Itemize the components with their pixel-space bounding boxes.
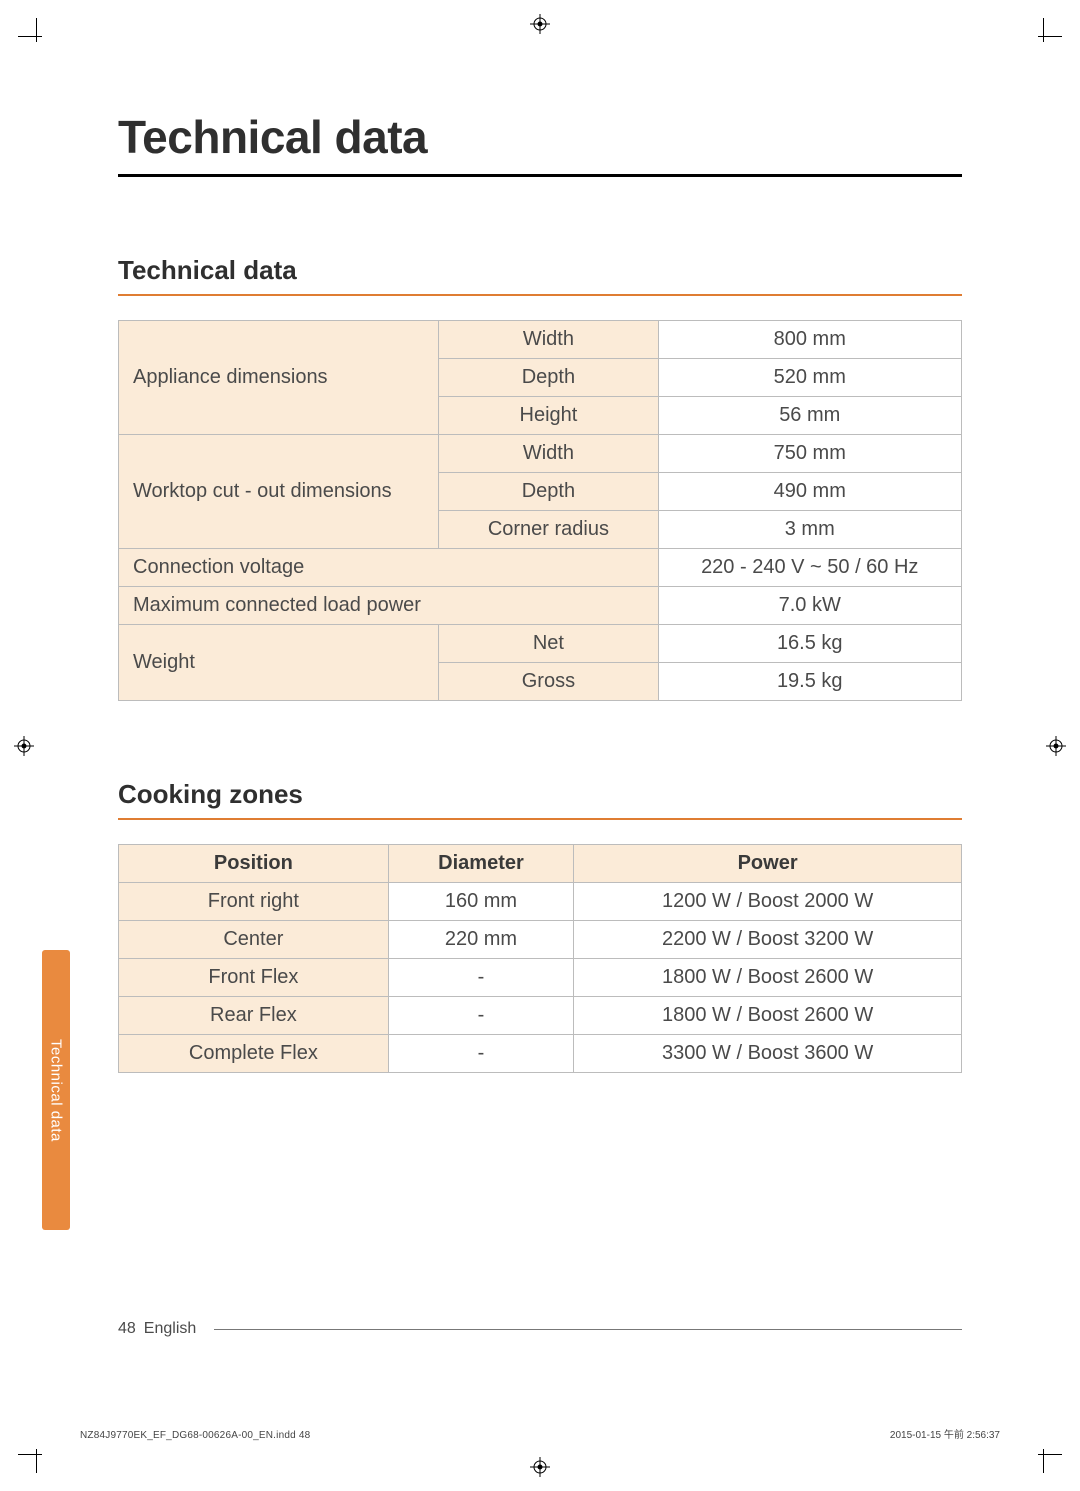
diameter-cell: - xyxy=(388,997,573,1035)
position-cell: Center xyxy=(119,921,389,959)
page-root: Technical data Technical data Technical … xyxy=(0,0,1080,1491)
diameter-cell: - xyxy=(388,1035,573,1073)
crop-mark xyxy=(36,18,37,42)
param-label: Net xyxy=(439,625,658,663)
param-label: Corner radius xyxy=(439,511,658,549)
table-row: Front right 160 mm 1200 W / Boost 2000 W xyxy=(119,883,962,921)
param-label: Gross xyxy=(439,663,658,701)
param-value: 16.5 kg xyxy=(658,625,962,663)
crop-mark xyxy=(18,1454,42,1455)
param-value: 3 mm xyxy=(658,511,962,549)
power-cell: 1800 W / Boost 2600 W xyxy=(574,997,962,1035)
group-label: Maximum connected load power xyxy=(119,587,659,625)
page-number: 48 xyxy=(118,1320,136,1338)
cooking-zones-table: Position Diameter Power Front right 160 … xyxy=(118,844,962,1073)
crop-mark xyxy=(1043,18,1044,42)
param-value: 800 mm xyxy=(658,321,962,359)
position-cell: Complete Flex xyxy=(119,1035,389,1073)
param-value: 520 mm xyxy=(658,359,962,397)
group-label: Worktop cut - out dimensions xyxy=(119,435,439,549)
language-label: English xyxy=(144,1320,196,1338)
power-cell: 2200 W / Boost 3200 W xyxy=(574,921,962,959)
table-row: Center 220 mm 2200 W / Boost 3200 W xyxy=(119,921,962,959)
registration-mark-top xyxy=(530,14,550,34)
registration-mark-right xyxy=(1046,736,1066,756)
param-value: 19.5 kg xyxy=(658,663,962,701)
crop-mark xyxy=(18,36,42,37)
table-row: Connection voltage 220 - 240 V ~ 50 / 60… xyxy=(119,549,962,587)
section-title-cooking-zones: Cooking zones xyxy=(118,779,962,810)
param-label: Width xyxy=(439,435,658,473)
position-cell: Front Flex xyxy=(119,959,389,997)
side-tab-label: Technical data xyxy=(42,950,70,1230)
crop-mark xyxy=(36,1449,37,1473)
param-value: 7.0 kW xyxy=(658,587,962,625)
content-area: Technical data Technical data Appliance … xyxy=(118,110,962,1073)
diameter-cell: 220 mm xyxy=(388,921,573,959)
crop-mark xyxy=(1038,1454,1062,1455)
param-value: 56 mm xyxy=(658,397,962,435)
registration-mark-left xyxy=(14,736,34,756)
param-label: Height xyxy=(439,397,658,435)
param-label: Depth xyxy=(439,359,658,397)
title-rule xyxy=(118,174,962,177)
table-row: Complete Flex - 3300 W / Boost 3600 W xyxy=(119,1035,962,1073)
table-header-row: Position Diameter Power xyxy=(119,845,962,883)
crop-mark xyxy=(1043,1449,1044,1473)
registration-mark-bottom xyxy=(530,1457,550,1477)
diameter-cell: 160 mm xyxy=(388,883,573,921)
side-tab: Technical data xyxy=(42,950,70,1230)
section-title-technical-data: Technical data xyxy=(118,255,962,286)
param-label: Width xyxy=(439,321,658,359)
group-label: Appliance dimensions xyxy=(119,321,439,435)
page-footer: 48 English xyxy=(118,1320,962,1338)
position-cell: Rear Flex xyxy=(119,997,389,1035)
column-header: Power xyxy=(574,845,962,883)
table-row: Appliance dimensions Width 800 mm xyxy=(119,321,962,359)
imprint-timestamp: 2015-01-15 午前 2:56:37 xyxy=(890,1426,1000,1441)
crop-mark xyxy=(1038,36,1062,37)
table-row: Worktop cut - out dimensions Width 750 m… xyxy=(119,435,962,473)
position-cell: Front right xyxy=(119,883,389,921)
table-row: Weight Net 16.5 kg xyxy=(119,625,962,663)
table-row: Rear Flex - 1800 W / Boost 2600 W xyxy=(119,997,962,1035)
technical-data-table: Appliance dimensions Width 800 mm Depth … xyxy=(118,320,962,701)
power-cell: 3300 W / Boost 3600 W xyxy=(574,1035,962,1073)
group-label: Connection voltage xyxy=(119,549,659,587)
section-rule xyxy=(118,294,962,296)
param-value: 490 mm xyxy=(658,473,962,511)
power-cell: 1800 W / Boost 2600 W xyxy=(574,959,962,997)
section-rule xyxy=(118,818,962,820)
table-row: Front Flex - 1800 W / Boost 2600 W xyxy=(119,959,962,997)
footer-rule xyxy=(214,1329,962,1330)
column-header: Position xyxy=(119,845,389,883)
param-value: 220 - 240 V ~ 50 / 60 Hz xyxy=(658,549,962,587)
group-label: Weight xyxy=(119,625,439,701)
param-value: 750 mm xyxy=(658,435,962,473)
page-title: Technical data xyxy=(118,110,962,164)
diameter-cell: - xyxy=(388,959,573,997)
table-row: Maximum connected load power 7.0 kW xyxy=(119,587,962,625)
power-cell: 1200 W / Boost 2000 W xyxy=(574,883,962,921)
imprint-text: NZ84J9770EK_EF_DG68-00626A-00_EN.indd 48 xyxy=(80,1430,310,1441)
param-label: Depth xyxy=(439,473,658,511)
column-header: Diameter xyxy=(388,845,573,883)
